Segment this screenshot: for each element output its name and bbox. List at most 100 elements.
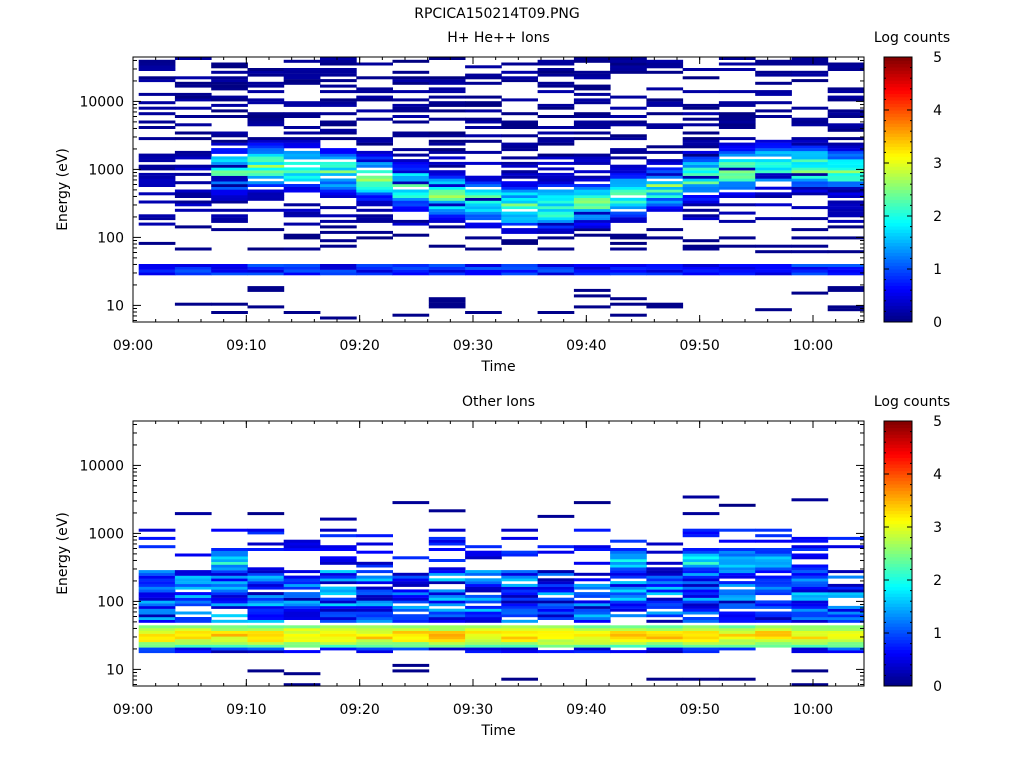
spectrogram-cell <box>211 575 248 579</box>
spectrogram-cell <box>320 195 357 198</box>
spectrogram-cell <box>392 625 430 629</box>
spectrogram-cell <box>320 597 357 601</box>
spectrogram-cell <box>392 208 430 212</box>
spectrogram-cell <box>755 148 792 152</box>
spectrogram-cell <box>682 156 720 160</box>
spectrogram-cell <box>428 639 466 643</box>
spectrogram-cell <box>356 117 393 121</box>
spectrogram-cell <box>320 120 357 124</box>
colorbar-segment <box>884 649 912 654</box>
spectrogram-cell <box>356 203 393 207</box>
spectrogram-cell <box>501 112 538 116</box>
spectrogram-cell <box>718 594 756 598</box>
x-tick-label: 09:10 <box>226 338 266 354</box>
colorbar-segment <box>884 269 912 273</box>
spectrogram-cell <box>428 164 466 168</box>
colorbar-segment <box>884 192 912 197</box>
spectrogram-cell <box>465 214 502 218</box>
spectrogram-cell <box>682 597 720 601</box>
spectrogram-cell <box>537 206 575 210</box>
spectrogram-cell <box>791 206 829 210</box>
spectrogram-cell <box>428 79 466 83</box>
spectrogram-cell <box>646 208 684 212</box>
colorbar-segment <box>884 239 912 243</box>
spectrogram-cell <box>573 592 611 596</box>
spectrogram-cell <box>682 567 720 571</box>
spectrogram-cell <box>718 103 756 107</box>
x-tick-label: 10:00 <box>793 702 833 718</box>
spectrogram-cell <box>501 192 538 196</box>
spectrogram-cell <box>537 650 575 654</box>
spectrogram-cell <box>247 156 285 160</box>
spectrogram-cell <box>247 137 285 141</box>
spectrogram-cell <box>247 548 285 551</box>
spectrogram-cell <box>791 117 829 121</box>
colorbar-segment <box>884 682 912 687</box>
spectrogram-cell <box>138 101 176 105</box>
spectrogram-cell <box>392 115 430 118</box>
spectrogram-cell <box>610 57 647 60</box>
spectrogram-cell <box>283 70 321 74</box>
spectrogram-cell <box>791 106 829 110</box>
spectrogram-cell <box>791 264 829 267</box>
spectrogram-cell <box>392 614 430 618</box>
spectrogram-cell <box>827 159 865 163</box>
spectrogram-cell <box>356 628 393 631</box>
spectrogram-cell <box>211 95 248 99</box>
spectrogram-cell <box>755 150 792 154</box>
spectrogram-cell <box>320 269 357 273</box>
colorbar-segment <box>884 450 912 455</box>
spectrogram-cell <box>827 161 865 165</box>
spectrogram-cell <box>610 628 647 631</box>
spectrogram-cell <box>501 592 538 596</box>
spectrogram-cell <box>247 247 285 251</box>
spectrogram-cell <box>755 161 792 165</box>
spectrogram-cell <box>174 586 212 590</box>
spectrogram-cell <box>682 90 720 94</box>
spectrogram-cell <box>138 217 176 221</box>
spectrogram-cell <box>174 636 212 640</box>
spectrogram-cell <box>428 559 466 562</box>
spectrogram-cell <box>501 197 538 201</box>
spectrogram-cell <box>174 553 212 557</box>
spectrogram-cell <box>465 578 502 582</box>
spectrogram-cell <box>174 650 212 654</box>
colorbar-segment <box>884 440 912 445</box>
spectrogram-cell <box>283 172 321 176</box>
spectrogram-cell <box>573 225 611 229</box>
spectrogram-cell <box>646 150 684 154</box>
spectrogram-cell <box>211 170 248 174</box>
spectrogram-cell <box>573 217 611 221</box>
spectrogram-cell <box>283 222 321 226</box>
spectrogram-cell <box>211 628 248 631</box>
spectrogram-cell <box>283 630 321 634</box>
spectrogram-cell <box>755 534 792 538</box>
spectrogram-cell <box>174 630 212 634</box>
spectrogram-cell <box>465 222 502 226</box>
spectrogram-cell <box>827 650 865 654</box>
colorbar-segment <box>884 292 912 296</box>
spectrogram-cell <box>247 630 285 634</box>
spectrogram-cell <box>138 605 176 609</box>
panel-title: H+ He++ Ions <box>447 30 550 46</box>
spectrogram-cell <box>283 583 321 587</box>
colorbar-segment <box>884 278 912 283</box>
spectrogram-cell <box>682 636 720 640</box>
spectrogram-cell <box>827 156 865 160</box>
spectrogram-cell <box>646 145 684 149</box>
spectrogram-cell <box>320 57 357 60</box>
spectrogram-cell <box>465 206 502 210</box>
spectrogram-cell <box>646 112 684 116</box>
spectrogram-cell <box>610 586 647 590</box>
spectrogram-cell <box>465 608 502 612</box>
spectrogram-cell <box>174 189 212 193</box>
spectrogram-cell <box>247 597 285 601</box>
spectrogram-cell <box>174 641 212 645</box>
spectrogram-cell <box>392 644 430 648</box>
spectrogram-cell <box>356 161 393 165</box>
spectrogram-cell <box>718 548 756 551</box>
spectrogram-cell <box>682 68 720 71</box>
spectrogram-cell <box>283 178 321 182</box>
spectrogram-cell <box>646 603 684 607</box>
spectrogram-cells <box>138 57 865 320</box>
